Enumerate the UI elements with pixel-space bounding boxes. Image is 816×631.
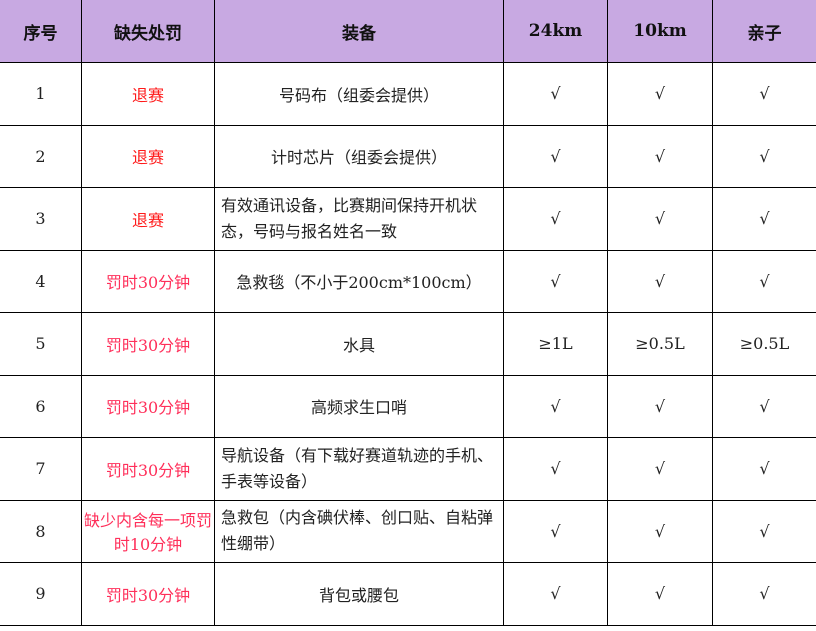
equipment-cell: 急救毯（不小于200cm*100cm） bbox=[214, 249, 504, 313]
family-cell: √ bbox=[712, 499, 816, 563]
family-cell: √ bbox=[712, 374, 816, 438]
penalty-cell: 罚时30分钟 bbox=[81, 249, 215, 313]
row-number: 8 bbox=[0, 499, 82, 563]
24km-cell: √ bbox=[503, 124, 608, 188]
family-cell: √ bbox=[712, 62, 816, 126]
24km-cell: √ bbox=[503, 562, 608, 626]
penalty-cell: 罚时30分钟 bbox=[81, 437, 215, 501]
row-number: 1 bbox=[0, 62, 82, 126]
10km-cell: √ bbox=[607, 124, 713, 188]
equipment-cell: 导航设备（有下载好赛道轨迹的手机、手表等设备） bbox=[214, 437, 504, 501]
10km-cell: √ bbox=[607, 249, 713, 313]
header-equipment: 装备 bbox=[214, 0, 504, 63]
table-row: 7 罚时30分钟 导航设备（有下载好赛道轨迹的手机、手表等设备） √ √ √ bbox=[0, 437, 816, 501]
equipment-cell: 号码布（组委会提供） bbox=[214, 62, 504, 126]
24km-cell: ≥1L bbox=[503, 312, 608, 376]
table-row: 9 罚时30分钟 背包或腰包 √ √ √ bbox=[0, 562, 816, 626]
table-row: 1 退赛 号码布（组委会提供） √ √ √ bbox=[0, 62, 816, 126]
header-row: 序号 缺失处罚 装备 24km 10km 亲子 bbox=[0, 0, 816, 63]
header-10km: 10km bbox=[607, 0, 713, 63]
header-24km: 24km bbox=[503, 0, 608, 63]
family-cell: √ bbox=[712, 249, 816, 313]
table-row: 6 罚时30分钟 高频求生口哨 √ √ √ bbox=[0, 374, 816, 438]
row-number: 6 bbox=[0, 374, 82, 438]
table-row: 4 罚时30分钟 急救毯（不小于200cm*100cm） √ √ √ bbox=[0, 249, 816, 313]
10km-cell: √ bbox=[607, 499, 713, 563]
family-cell: √ bbox=[712, 124, 816, 188]
penalty-cell: 罚时30分钟 bbox=[81, 374, 215, 438]
24km-cell: √ bbox=[503, 187, 608, 251]
24km-cell: √ bbox=[503, 499, 608, 563]
equipment-cell: 背包或腰包 bbox=[214, 562, 504, 626]
table-row: 3 退赛 有效通讯设备，比赛期间保持开机状态，号码与报名姓名一致 √ √ √ bbox=[0, 187, 816, 251]
family-cell: √ bbox=[712, 187, 816, 251]
equipment-cell: 高频求生口哨 bbox=[214, 374, 504, 438]
10km-cell: √ bbox=[607, 374, 713, 438]
penalty-cell: 罚时30分钟 bbox=[81, 312, 215, 376]
table-row: 8 缺少内含每一项罚时10分钟 急救包（内含碘伏棒、创口贴、自粘弹性绷带） √ √ √ bbox=[0, 499, 816, 563]
header-no: 序号 bbox=[0, 0, 82, 63]
header-family: 亲子 bbox=[712, 0, 816, 63]
10km-cell: √ bbox=[607, 187, 713, 251]
24km-cell: √ bbox=[503, 374, 608, 438]
equipment-cell: 计时芯片（组委会提供） bbox=[214, 124, 504, 188]
equipment-cell: 有效通讯设备，比赛期间保持开机状态，号码与报名姓名一致 bbox=[214, 187, 504, 251]
10km-cell: √ bbox=[607, 62, 713, 126]
penalty-cell: 罚时30分钟 bbox=[81, 562, 215, 626]
10km-cell: ≥0.5L bbox=[607, 312, 713, 376]
row-number: 7 bbox=[0, 437, 82, 501]
24km-cell: √ bbox=[503, 437, 608, 501]
24km-cell: √ bbox=[503, 249, 608, 313]
10km-cell: √ bbox=[607, 437, 713, 501]
row-number: 5 bbox=[0, 312, 82, 376]
penalty-cell: 退赛 bbox=[81, 124, 215, 188]
equipment-cell: 水具 bbox=[214, 312, 504, 376]
table-row: 5 罚时30分钟 水具 ≥1L ≥0.5L ≥0.5L bbox=[0, 312, 816, 376]
header-penalty: 缺失处罚 bbox=[81, 0, 215, 63]
penalty-cell: 缺少内含每一项罚时10分钟 bbox=[81, 499, 215, 563]
family-cell: √ bbox=[712, 562, 816, 626]
penalty-cell: 退赛 bbox=[81, 62, 215, 126]
24km-cell: √ bbox=[503, 62, 608, 126]
family-cell: ≥0.5L bbox=[712, 312, 816, 376]
row-number: 4 bbox=[0, 249, 82, 313]
penalty-cell: 退赛 bbox=[81, 187, 215, 251]
family-cell: √ bbox=[712, 437, 816, 501]
equipment-cell: 急救包（内含碘伏棒、创口贴、自粘弹性绷带） bbox=[214, 499, 504, 563]
10km-cell: √ bbox=[607, 562, 713, 626]
row-number: 9 bbox=[0, 562, 82, 626]
row-number: 3 bbox=[0, 187, 82, 251]
row-number: 2 bbox=[0, 124, 82, 188]
table-row: 2 退赛 计时芯片（组委会提供） √ √ √ bbox=[0, 124, 816, 188]
